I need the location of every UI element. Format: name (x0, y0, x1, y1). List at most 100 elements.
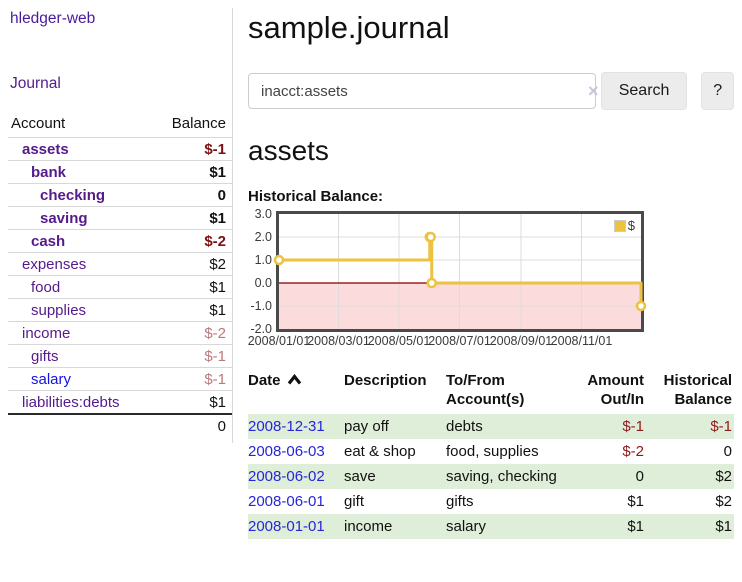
chart-plot-svg (273, 214, 647, 329)
transaction-balance: $-1 (710, 418, 732, 435)
accounts-header-row: Account Balance (8, 112, 232, 138)
account-link-assets[interactable]: assets (22, 140, 69, 158)
transaction-date-link[interactable]: 2008-01-01 (248, 518, 325, 535)
account-row-salary: salary $-1 (8, 367, 232, 391)
accounts-total-value: 0 (217, 417, 226, 435)
account-balance: $1 (209, 163, 226, 181)
transaction-amount: $1 (627, 518, 644, 535)
y-tick-label: 0.0 (254, 275, 272, 290)
accounts-total-row: 0 (8, 414, 232, 437)
x-tick-label: 2008/05/01 (367, 334, 431, 348)
transaction-accounts: salary (446, 518, 487, 535)
x-tick-label: 2008/11/01 (550, 334, 613, 348)
account-row-bank: bank $1 (8, 160, 232, 184)
transaction-description: income (344, 518, 393, 535)
register-header-accounts: To/From Account(s) (446, 372, 525, 408)
register-header-row: Date Description To/From Account(s) Amou… (248, 368, 734, 414)
chart-caption: Historical Balance: (248, 188, 384, 205)
search-form: × Search ? (248, 72, 734, 110)
help-button[interactable]: ? (701, 72, 734, 110)
chart-x-labels: 2008/01/01 2008/03/01 2008/05/01 2008/07/01… (248, 334, 644, 351)
transaction-date-link[interactable]: 2008-06-03 (248, 443, 325, 460)
accounts-table: Account Balance assets $-1 bank $1 check… (8, 112, 232, 437)
account-balance: $1 (209, 301, 226, 319)
register-row: 2008-12-31 pay off debts $-1 $-1 (248, 414, 734, 439)
account-row-expenses: expenses $2 (8, 252, 232, 276)
transaction-date-link[interactable]: 2008-12-31 (248, 418, 325, 435)
transaction-amount: $1 (627, 493, 644, 510)
accounts-header-balance: Balance (171, 115, 226, 132)
y-tick-label: -2.0 (250, 321, 272, 336)
account-link-income[interactable]: income (22, 324, 71, 342)
register-header-amount: Amount Out/In (587, 372, 644, 408)
chart-plot-column: $ 2008/01/01 2008/03/01 2008/05/01 2008/07/… (248, 211, 647, 351)
chart-plot-area: $ (273, 211, 647, 332)
account-link-saving[interactable]: saving (40, 209, 88, 227)
y-tick-label: 3.0 (254, 206, 272, 221)
account-balance: $-2 (204, 324, 226, 342)
transaction-balance: $2 (715, 468, 732, 485)
x-tick-label: 2008/09/01 (489, 334, 553, 348)
transaction-accounts: debts (446, 418, 483, 435)
x-tick-label: 2008/03/01 (307, 334, 370, 348)
account-row-liabilities-debts: liabilities:debts $1 (8, 390, 232, 415)
account-link-salary[interactable]: salary (31, 370, 72, 388)
x-tick-label: 2008/01/01 (247, 334, 311, 348)
account-row-income: income $-2 (8, 321, 232, 345)
app-title-link[interactable]: hledger-web (10, 10, 96, 27)
y-tick-label: 2.0 (254, 229, 272, 244)
register-header-date[interactable]: Date (248, 368, 344, 414)
account-link-cash[interactable]: cash (31, 232, 66, 250)
main-content: sample.journal × Search ? assets Histori… (233, 8, 734, 539)
account-balance: $1 (209, 209, 226, 227)
search-input[interactable] (248, 73, 596, 109)
transaction-balance: 0 (723, 443, 732, 460)
transaction-amount: $-1 (622, 418, 644, 435)
transaction-accounts: gifts (446, 493, 474, 510)
transaction-accounts: food, supplies (446, 443, 539, 460)
transaction-balance: $1 (715, 518, 732, 535)
transaction-accounts: saving, checking (446, 468, 557, 485)
legend-label: $ (627, 218, 635, 233)
balance-chart: 3.0 2.0 1.0 0.0 -1.0 -2.0 $ 2008/01/01 2008/03… (248, 206, 734, 351)
register-table: Date Description To/From Account(s) Amou… (248, 368, 734, 539)
register-header-description: Description (344, 372, 427, 389)
account-row-gifts: gifts $-1 (8, 344, 232, 368)
chart-legend: $ (611, 218, 637, 233)
account-balance: 0 (217, 186, 226, 204)
account-balance: $-1 (204, 140, 226, 158)
transaction-date-link[interactable]: 2008-06-02 (248, 468, 325, 485)
account-row-supplies: supplies $1 (8, 298, 232, 322)
page-title: sample.journal (248, 10, 450, 45)
account-row-assets: assets $-1 (8, 137, 232, 161)
account-link-checking[interactable]: checking (40, 186, 106, 204)
account-balance: $1 (209, 278, 226, 296)
register-row: 2008-06-02 save saving, checking 0 $2 (248, 464, 734, 489)
register-row: 2008-06-03 eat & shop food, supplies $-2… (248, 439, 734, 464)
register-header-balance: Historical Balance (663, 372, 732, 408)
legend-swatch-icon (613, 219, 626, 232)
nav-journal-link[interactable]: Journal (10, 75, 61, 92)
account-link-supplies[interactable]: supplies (31, 301, 87, 319)
account-row-checking: checking 0 (8, 183, 232, 207)
account-link-liabilities-debts[interactable]: liabilities:debts (22, 393, 120, 411)
account-link-gifts[interactable]: gifts (31, 347, 59, 365)
sort-ascending-icon (287, 374, 301, 385)
account-link-bank[interactable]: bank (31, 163, 67, 181)
account-page-title: assets (248, 135, 329, 166)
account-balance: $1 (209, 393, 226, 411)
account-link-food[interactable]: food (31, 278, 61, 296)
account-link-expenses[interactable]: expenses (22, 255, 87, 273)
account-balance: $-2 (204, 232, 226, 250)
accounts-header-account: Account (11, 115, 66, 132)
search-button[interactable]: Search (600, 72, 688, 110)
page: hledger-web Journal Account Balance asse… (8, 8, 734, 539)
x-tick-label: 2008/07/01 (428, 334, 491, 348)
y-tick-label: -1.0 (250, 298, 272, 313)
transaction-description: eat & shop (344, 443, 416, 460)
register-row: 2008-01-01 income salary $1 $1 (248, 514, 734, 539)
transaction-date-link[interactable]: 2008-06-01 (248, 493, 325, 510)
clear-search-icon[interactable]: × (588, 81, 599, 101)
transaction-amount: $-2 (622, 443, 644, 460)
account-row-saving: saving $1 (8, 206, 232, 230)
